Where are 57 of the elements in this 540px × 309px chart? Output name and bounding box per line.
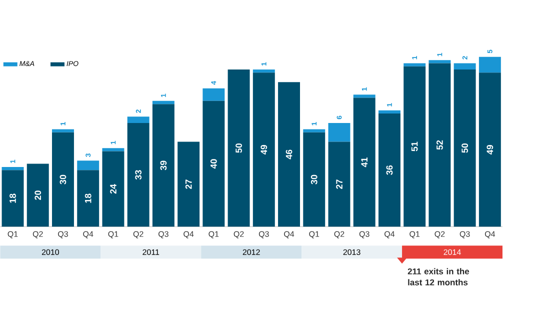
data-label: 30 (310, 175, 318, 185)
data-label: 40 (210, 159, 217, 169)
bar (2, 170, 24, 227)
bar (52, 132, 74, 227)
bar (454, 70, 476, 227)
data-label: 49 (260, 145, 268, 155)
bar (404, 63, 426, 67)
data-label: 27 (336, 180, 342, 190)
data-label: 18 (84, 194, 92, 204)
bar (152, 104, 174, 227)
bar (404, 66, 426, 227)
bar (252, 70, 275, 73)
bar (202, 101, 225, 227)
bar (378, 114, 400, 227)
bar (378, 110, 400, 114)
bar (26, 164, 49, 227)
bar (353, 94, 376, 98)
data-label: 36 (386, 166, 393, 176)
data-label: 52 (436, 140, 443, 150)
bar (152, 101, 174, 104)
bar (2, 167, 24, 170)
data-label: 20 (34, 190, 42, 200)
bar (102, 151, 124, 227)
bar (127, 116, 150, 124)
bar (228, 70, 250, 227)
data-label: 39 (160, 160, 167, 170)
data-label: 30 (60, 175, 66, 185)
bar (278, 82, 300, 227)
bar (328, 123, 350, 142)
bar (52, 129, 74, 133)
bar (77, 160, 100, 170)
bar (454, 63, 476, 70)
data-label: 24 (110, 184, 116, 194)
data-label: 41 (361, 158, 368, 168)
data-label: 50 (462, 144, 468, 154)
data-label: 50 (236, 144, 242, 154)
data-label: 46 (286, 150, 292, 160)
bar (252, 72, 275, 227)
bar (428, 60, 451, 64)
data-label: 18 (10, 194, 16, 204)
text: 211 exits in the last 12 months (408, 268, 470, 286)
bar (478, 72, 501, 227)
data-label: 27 (185, 180, 192, 190)
data-label: 49 (486, 145, 494, 155)
bar (102, 148, 124, 152)
bar (77, 170, 100, 227)
bar (328, 142, 350, 227)
bar (353, 98, 376, 227)
data-label: 51 (411, 142, 418, 152)
bar (303, 132, 326, 227)
bar (428, 63, 451, 227)
bar (478, 57, 501, 73)
data-label: 33 (135, 170, 142, 180)
bar (178, 142, 200, 227)
bar (127, 123, 150, 227)
bar (303, 129, 326, 133)
bar (202, 88, 225, 102)
